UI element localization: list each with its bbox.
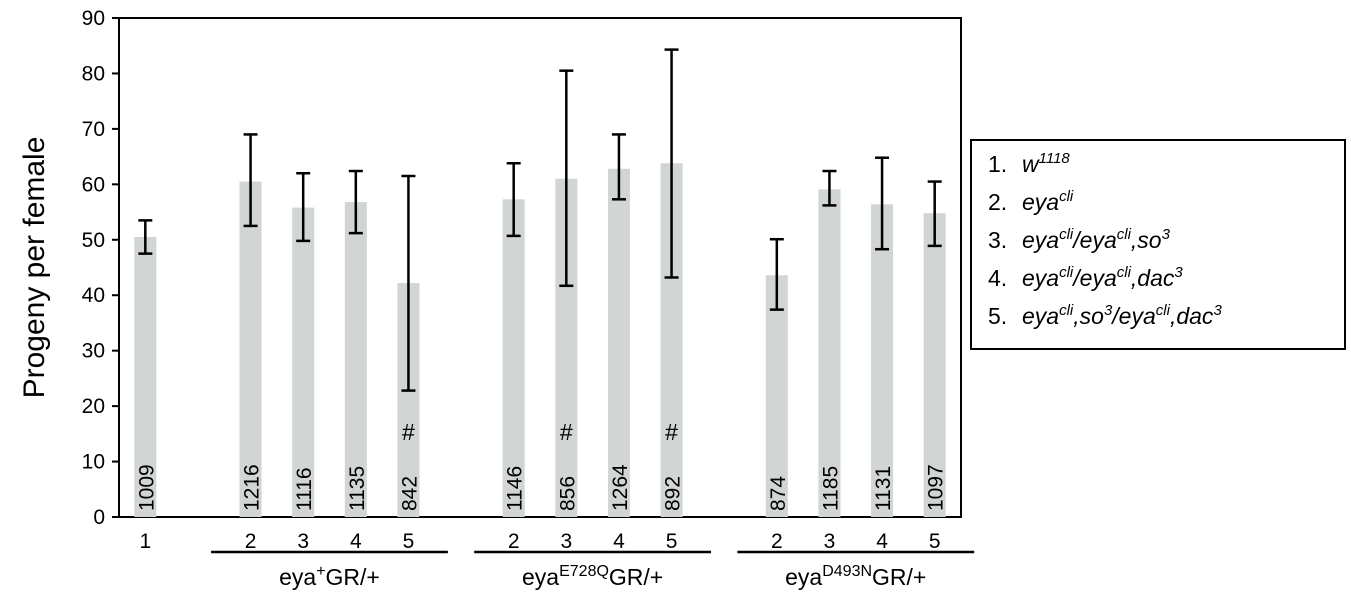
- bar: [344, 202, 367, 517]
- bar: [607, 168, 630, 517]
- bar: [397, 283, 420, 517]
- legend-item-genotype: eyacli,so3/eyacli,dac3: [1022, 302, 1222, 329]
- y-tick-label: 70: [82, 118, 105, 141]
- x-tick-label: 4: [613, 530, 625, 553]
- bar: [818, 189, 841, 517]
- y-tick-label: 30: [82, 340, 105, 363]
- sample-size-label: 1185: [819, 466, 842, 511]
- legend-item-number: 3.: [988, 227, 1008, 253]
- y-tick-label: 60: [82, 173, 105, 196]
- y-tick-label: 20: [82, 395, 105, 418]
- sample-size-label: 1131: [872, 466, 895, 511]
- bar: [502, 199, 525, 517]
- sample-size-label: 892: [662, 476, 685, 511]
- group-label: eyaD493NGR/+: [785, 563, 926, 590]
- x-tick-label: 5: [403, 530, 415, 553]
- legend-item: 4. eyacli/eyacli,dac3: [988, 265, 1183, 292]
- bar: [871, 204, 894, 517]
- sample-size-label: 1146: [504, 466, 527, 511]
- legend-item-genotype: eyacli: [1022, 188, 1074, 215]
- bar: [555, 178, 578, 518]
- legend-item-number: 2.: [988, 189, 1008, 215]
- y-tick-label: 40: [82, 284, 105, 307]
- bar: [923, 213, 946, 518]
- sample-size-label: 1216: [241, 464, 264, 511]
- y-tick-label: 50: [82, 229, 105, 252]
- legend-item: 3. eyacli/eyacli,so3: [988, 227, 1170, 254]
- sample-size-label: 842: [398, 476, 421, 511]
- sample-size-label: 1264: [609, 464, 632, 511]
- legend-item-number: 4.: [988, 265, 1008, 291]
- x-tick-label: 1: [139, 530, 151, 553]
- x-tick-label: 3: [297, 530, 309, 553]
- legend-item: 5. eyacli,so3/eyacli,dac3: [988, 303, 1222, 330]
- sample-size-label: 1135: [346, 466, 369, 511]
- legend-item: 1. w1118: [988, 151, 1070, 178]
- legend-item-genotype: eyacli/eyacli,dac3: [1022, 264, 1183, 291]
- x-tick-label: 5: [666, 530, 678, 553]
- y-tick-label: 80: [82, 62, 105, 85]
- significance-mark: #: [665, 419, 678, 445]
- legend: 1. w1118 2. eyacli 3. eyacli/eyacli,so3 4. eyac…: [970, 139, 1346, 350]
- sample-size-label: 874: [767, 476, 790, 511]
- x-tick-label: 2: [771, 530, 783, 553]
- x-tick-label: 4: [876, 530, 888, 553]
- legend-item-number: 1.: [988, 151, 1008, 177]
- bar: [134, 237, 157, 517]
- x-tick-label: 2: [245, 530, 257, 553]
- y-tick-label: 0: [93, 506, 105, 529]
- sample-size-label: 1116: [293, 467, 316, 511]
- y-axis-label: Progeny per female: [18, 137, 51, 399]
- plot-frame: [118, 17, 962, 518]
- x-tick-label: 3: [824, 530, 836, 553]
- y-tick-label: 90: [82, 7, 105, 30]
- x-tick-label: 4: [350, 530, 362, 553]
- legend-item-genotype: w1118: [1022, 150, 1070, 177]
- bar: [765, 275, 788, 517]
- x-tick-label: 5: [929, 530, 941, 553]
- y-tick-label: 10: [82, 451, 105, 474]
- legend-item-genotype: eyacli/eyacli,so3: [1022, 226, 1170, 253]
- x-tick-label: 3: [560, 530, 572, 553]
- significance-mark: #: [402, 419, 415, 445]
- bar: [660, 163, 683, 517]
- sample-size-label: 856: [556, 476, 579, 511]
- x-tick-label: 2: [508, 530, 520, 553]
- sample-size-label: 1009: [135, 464, 158, 511]
- legend-item: 2. eyacli: [988, 189, 1073, 216]
- legend-item-number: 5.: [988, 303, 1008, 329]
- bar: [239, 181, 262, 518]
- group-label: eyaE728QGR/+: [522, 563, 663, 590]
- sample-size-label: 1097: [925, 464, 948, 511]
- group-label: eya+GR/+: [279, 563, 380, 590]
- bar: [292, 207, 315, 517]
- significance-mark: #: [560, 419, 573, 445]
